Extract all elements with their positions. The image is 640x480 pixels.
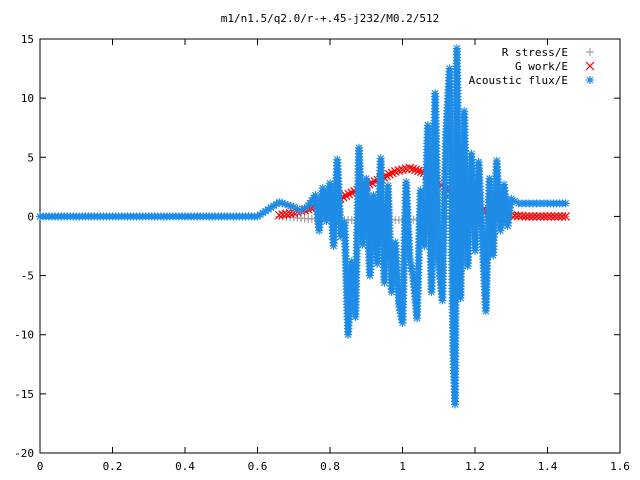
data-point-fill — [341, 191, 351, 201]
data-point-fill — [532, 212, 542, 221]
marker-stroke — [550, 212, 560, 221]
data-point-fill — [546, 212, 556, 221]
marker-stroke — [408, 164, 418, 174]
marker-stroke — [510, 211, 520, 220]
data-point — [405, 163, 415, 173]
y-tick-label: 5 — [27, 151, 34, 164]
marker-stroke — [414, 166, 423, 176]
marker-stroke — [532, 212, 542, 221]
data-point — [550, 212, 560, 221]
marker-stroke — [539, 212, 549, 221]
data-point-fill — [300, 204, 309, 213]
marker-stroke — [416, 167, 426, 177]
x-tick-label: 0.6 — [248, 460, 268, 473]
x-tick-label: 1.4 — [538, 460, 558, 473]
data-point-fill — [514, 211, 523, 221]
data-point-fill — [528, 212, 538, 221]
marker-stroke — [528, 212, 538, 221]
marker-stroke — [281, 200, 289, 208]
marker-stroke — [278, 210, 288, 220]
x-tick-label: 0.4 — [175, 460, 195, 473]
marker-stroke — [561, 212, 571, 221]
marker-stroke — [287, 202, 295, 210]
data-point — [297, 206, 305, 215]
x-tick-label: 1.2 — [465, 460, 485, 473]
marker-stroke — [411, 165, 420, 175]
y-tick-label: 10 — [21, 92, 34, 105]
data-point-fill — [278, 210, 288, 220]
data-point-fill — [539, 212, 549, 221]
y-tick-label: 15 — [21, 33, 34, 46]
y-tick-label: -20 — [14, 447, 34, 460]
marker-stroke — [535, 212, 545, 221]
y-tick-label: -5 — [21, 270, 34, 283]
marker-stroke — [385, 169, 394, 179]
x-tick-label: 1.6 — [610, 460, 630, 473]
marker-stroke — [341, 191, 351, 201]
chart-title: m1/n1.5/q2.0/r-+.45-j232/M0.2/512 — [221, 12, 440, 25]
marker-stroke — [344, 189, 354, 199]
x-tick-label: 1 — [399, 460, 406, 473]
data-point — [274, 210, 284, 220]
marker-stroke — [521, 212, 531, 221]
data-point — [535, 212, 545, 221]
marker-stroke — [517, 211, 527, 221]
marker-stroke — [553, 212, 563, 221]
marker-stroke — [282, 209, 291, 219]
data-marks — [36, 44, 571, 409]
data-point-fill — [408, 164, 418, 174]
marker-stroke — [546, 212, 556, 221]
marker-stroke — [514, 211, 523, 221]
y-tick-label: 0 — [27, 210, 34, 223]
data-point-fill — [557, 212, 567, 221]
data-point-fill — [553, 212, 563, 221]
data-point-fill — [285, 209, 295, 218]
marker-stroke — [284, 201, 292, 209]
marker-stroke — [278, 199, 286, 207]
data-point-fill — [385, 169, 394, 179]
marker-stroke — [387, 168, 397, 178]
data-point — [521, 212, 531, 221]
marker-stroke — [274, 210, 284, 220]
data-point-fill — [344, 189, 354, 199]
marker-stroke — [405, 163, 415, 173]
marker-stroke — [293, 205, 301, 213]
marker-stroke — [524, 212, 534, 221]
marker-stroke — [543, 212, 552, 221]
data-point-fill — [411, 165, 420, 175]
y-tick-label: -15 — [14, 388, 34, 401]
axis-ticks: 0 0.2 0.4 0.6 0.8 1 1.2 1.4 1.6 15 10 5 0 -5 -10 -15 -20 — [14, 33, 630, 473]
x-tick-label: 0.8 — [320, 460, 340, 473]
marker-stroke — [285, 209, 295, 218]
data-point-fill — [414, 166, 423, 176]
series-2 — [36, 44, 570, 409]
marker-stroke — [275, 198, 283, 206]
data-point-fill — [517, 211, 527, 221]
data-point — [561, 212, 571, 221]
x-tick-label: 0.2 — [103, 460, 123, 473]
marker-stroke — [557, 212, 567, 221]
data-point-fill — [282, 209, 291, 219]
data-point-fill — [387, 168, 397, 178]
data-point-fill — [543, 212, 552, 221]
y-tick-label: -10 — [14, 329, 34, 342]
data-point-fill — [524, 212, 534, 221]
x-tick-label: 0 — [37, 460, 44, 473]
marker-stroke — [290, 203, 298, 211]
